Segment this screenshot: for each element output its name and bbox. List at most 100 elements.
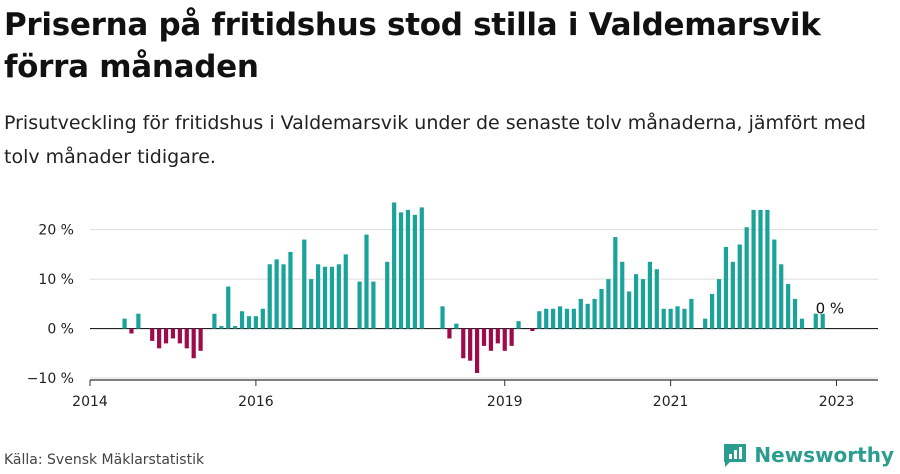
bar [647, 261, 652, 329]
brand: Newsworthy [722, 442, 894, 468]
bar [703, 318, 708, 329]
bar [336, 264, 341, 329]
bar [488, 328, 494, 351]
bar [571, 308, 576, 329]
bar [419, 207, 424, 329]
bar [219, 326, 224, 329]
bar [675, 306, 680, 329]
bar [357, 281, 362, 329]
bar [737, 244, 742, 329]
bar [474, 328, 480, 374]
bar [772, 239, 777, 329]
bar [564, 308, 570, 329]
bar [364, 234, 369, 329]
bar-chart: −10 % 0 % 10 % 20 % 2014 2016 2019 2021 2023 0 % [27, 202, 878, 410]
bar [481, 328, 487, 346]
bar [454, 323, 459, 329]
bar [716, 279, 722, 329]
chart-subtitle: Prisutveckling för fritidshus i Valdemar… [4, 112, 866, 168]
bar [281, 264, 286, 329]
bar [613, 237, 618, 329]
bar [758, 209, 763, 329]
last-value-label: 0 % [816, 300, 845, 318]
bar [177, 328, 182, 344]
bar [447, 328, 452, 339]
bar [253, 316, 258, 329]
bar [329, 266, 335, 329]
bar [710, 293, 715, 329]
bar [730, 261, 735, 329]
bar [495, 328, 500, 344]
bar [184, 328, 189, 349]
bar [537, 311, 542, 329]
bar [786, 284, 791, 329]
bar [343, 254, 348, 329]
bar [820, 313, 825, 329]
bar [744, 227, 749, 329]
bar [578, 298, 583, 329]
bar [246, 316, 252, 329]
bar [509, 328, 514, 346]
bar [191, 328, 196, 359]
bar [585, 303, 590, 329]
bar [239, 311, 245, 329]
bar [765, 209, 770, 329]
bar [122, 318, 127, 329]
bar [633, 274, 639, 329]
x-tick-label: 2019 [487, 394, 523, 410]
source-note: Källa: Svensk Mäklarstatistik [4, 452, 205, 468]
bar [599, 289, 604, 329]
bar [226, 286, 231, 329]
bar [405, 209, 411, 329]
x-tick-label: 2016 [238, 394, 274, 410]
bar [592, 298, 597, 329]
bar [751, 209, 756, 329]
bar [502, 328, 507, 351]
bar [813, 313, 818, 329]
bar [530, 328, 535, 332]
bar [267, 264, 272, 329]
bar [260, 308, 265, 329]
bar [212, 313, 217, 329]
bar [157, 328, 162, 349]
bar [316, 264, 321, 329]
bar [385, 261, 390, 329]
bar [779, 264, 784, 329]
bar [129, 328, 134, 334]
bar [136, 313, 141, 329]
x-tick-label: 2023 [819, 394, 855, 410]
bar [392, 202, 397, 329]
bar [627, 291, 632, 329]
bar [689, 298, 694, 329]
bar [440, 306, 445, 329]
bar [322, 266, 328, 329]
bar [723, 246, 729, 329]
bar [620, 261, 625, 329]
bar [557, 306, 563, 329]
y-tick-label: 20 % [38, 223, 74, 239]
bar [544, 308, 549, 329]
bar [233, 326, 238, 329]
newsworthy-logo-icon [724, 444, 747, 467]
bar [468, 328, 473, 361]
bar [309, 279, 314, 329]
y-tick-label: 0 % [47, 322, 74, 338]
bar [398, 212, 404, 329]
bar [516, 321, 521, 329]
chart-title: Priserna på fritidshus stod stilla i Val… [4, 7, 821, 85]
bar [170, 328, 176, 339]
bar [163, 328, 169, 344]
y-tick-label: −10 % [27, 371, 74, 387]
bar [412, 214, 417, 329]
bar [661, 308, 666, 329]
bar [799, 318, 805, 329]
bar [551, 308, 556, 329]
bar [461, 328, 466, 359]
bar [150, 328, 155, 341]
bar [371, 281, 376, 329]
bar [640, 279, 646, 329]
bar [654, 269, 659, 329]
bar [792, 298, 798, 329]
bar [606, 279, 611, 329]
y-tick-label: 10 % [38, 272, 74, 288]
